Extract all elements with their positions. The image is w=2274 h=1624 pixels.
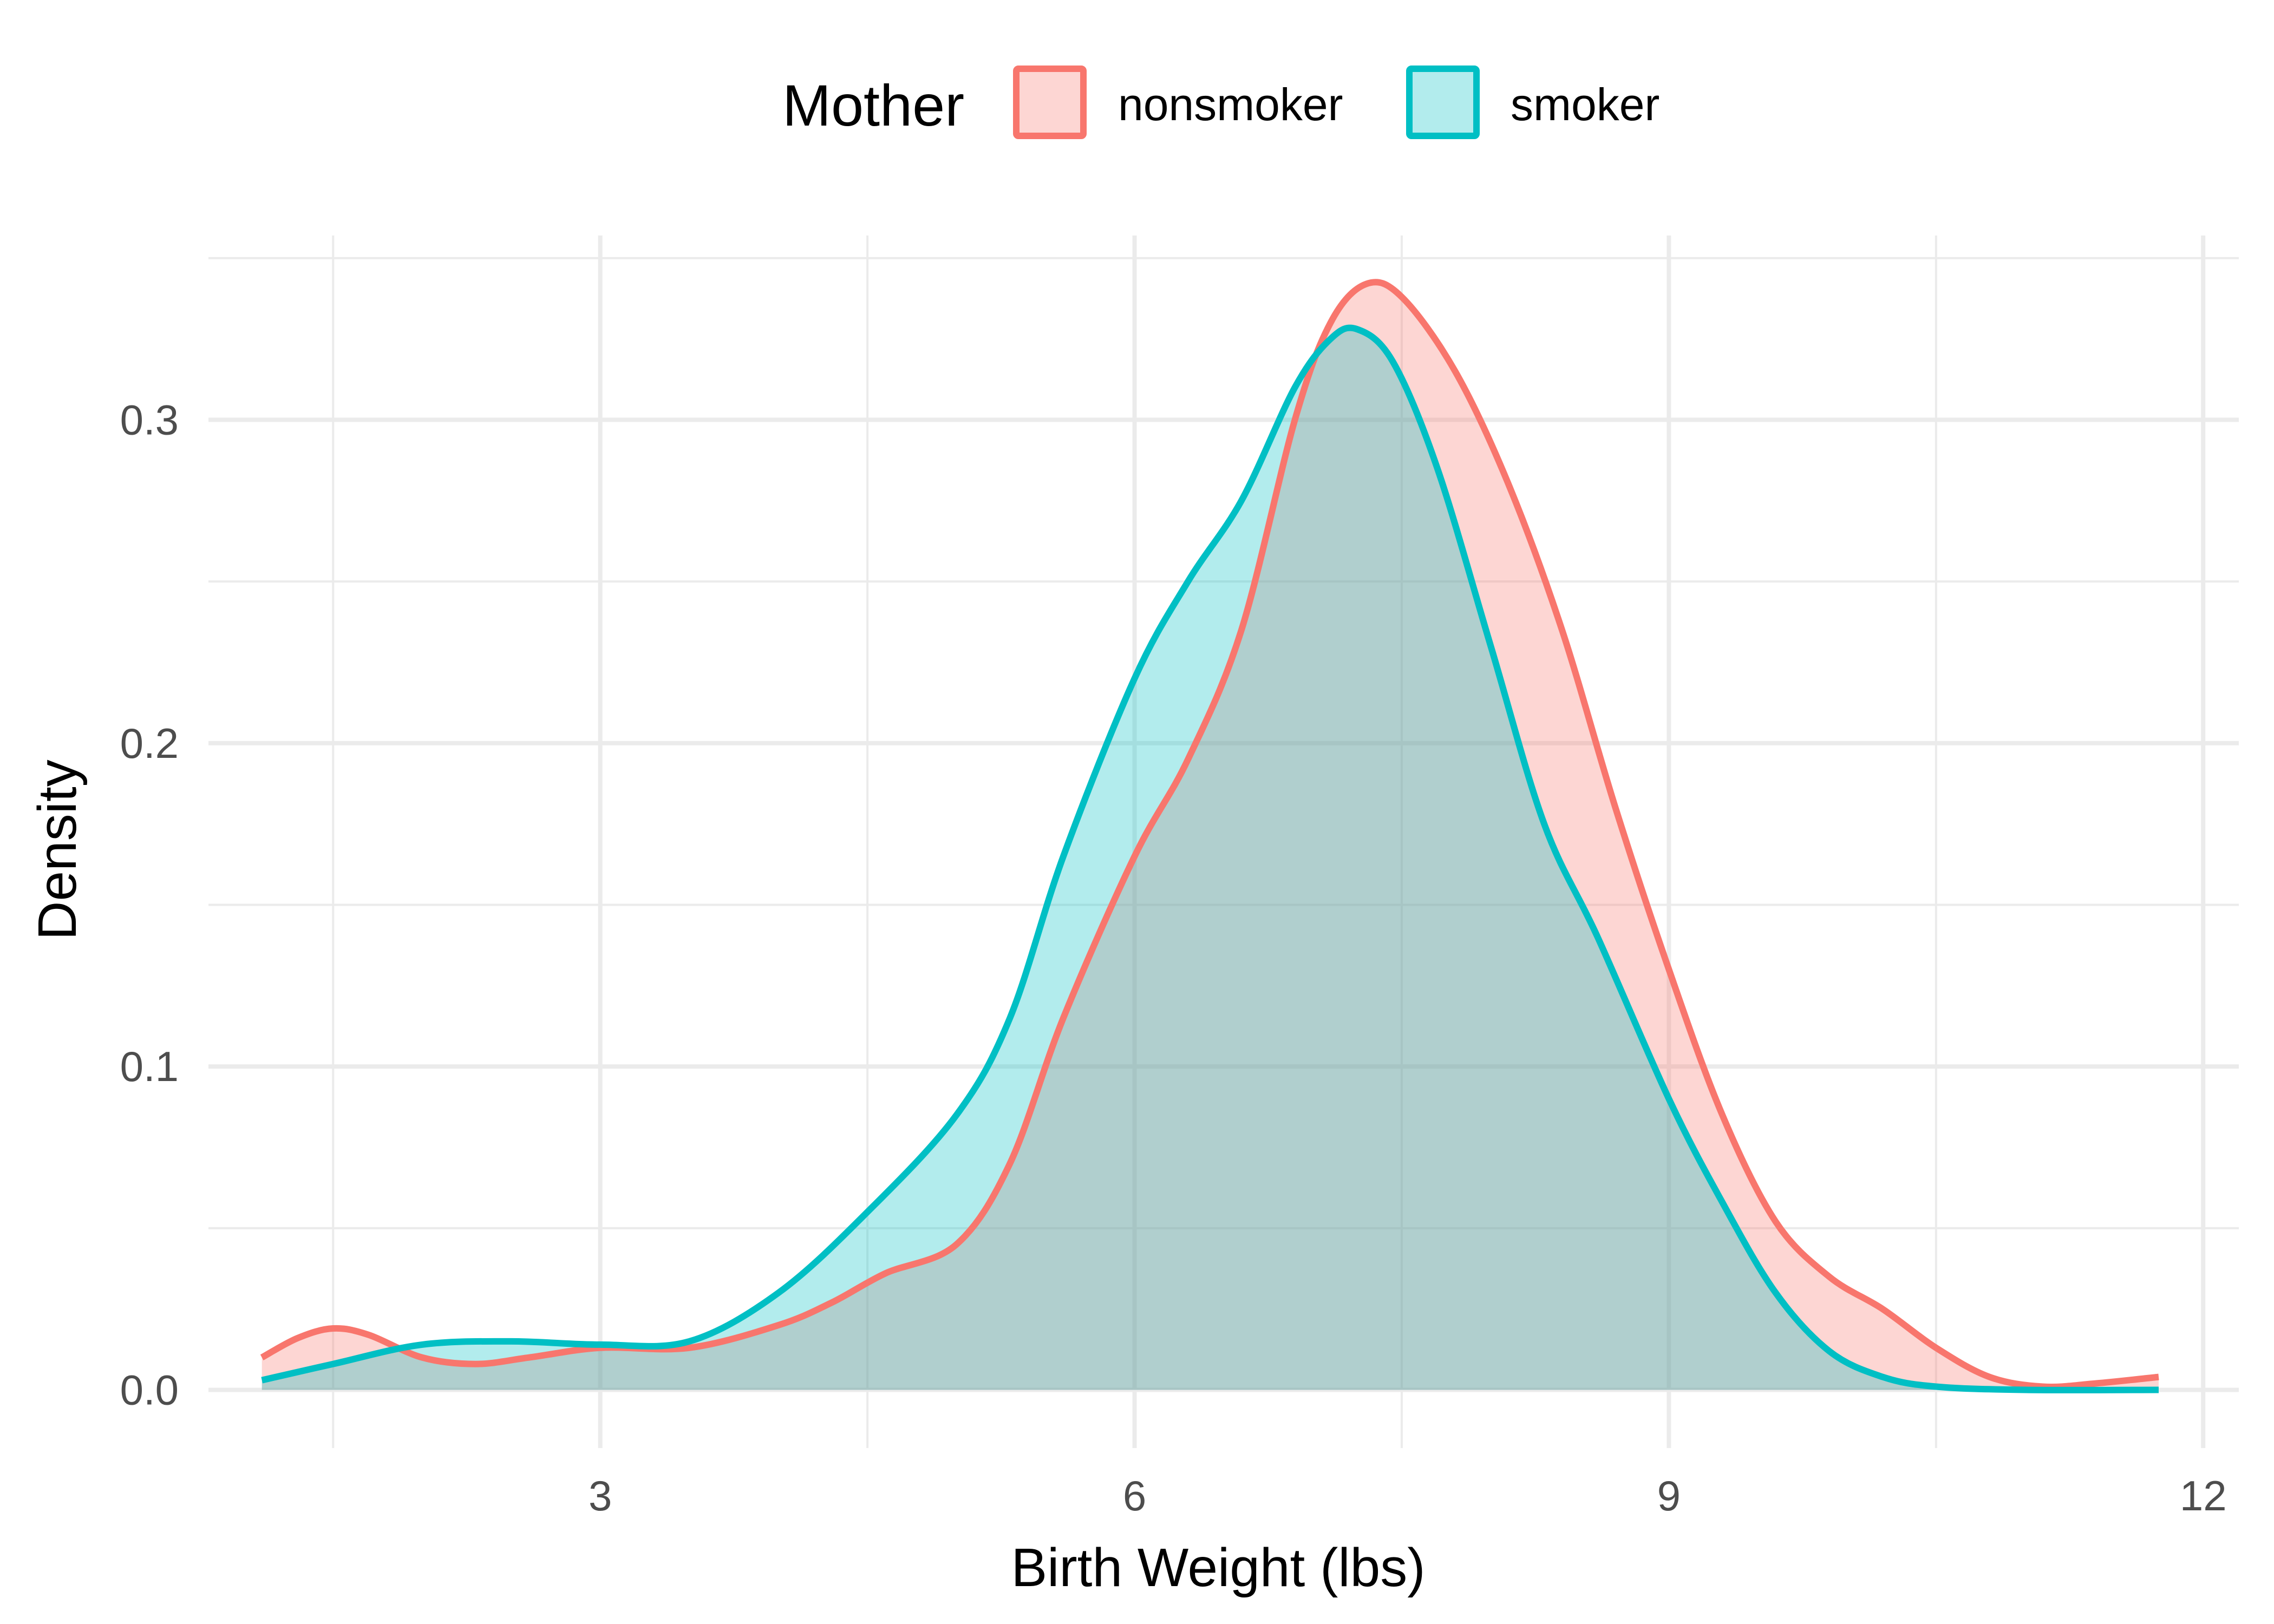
density-line-smoker: [261, 324, 2159, 1393]
legend-label-nonsmoker: nonsmoker: [1118, 79, 1343, 130]
x-axis-title: Birth Weight (lbs): [1011, 1537, 1425, 1598]
y-tick-label: 0.0: [120, 1366, 179, 1413]
legend-key-nonsmoker: [1013, 66, 1087, 139]
legend-key-smoker: [1406, 66, 1480, 139]
legend-label-smoker: smoker: [1511, 79, 1659, 130]
x-tick-label: 12: [2180, 1472, 2227, 1520]
density-areas: [262, 282, 2159, 1390]
y-tick-label: 0.1: [120, 1043, 179, 1090]
density-area-smoker: [262, 328, 2159, 1390]
density-lines: [260, 279, 2159, 1393]
minor-gridlines: [208, 235, 2239, 1448]
density-area-nonsmoker: [262, 282, 2159, 1390]
legend: Mother nonsmoker smoker: [782, 66, 1659, 139]
major-gridlines: [208, 235, 2239, 1448]
y-tick-label: 0.2: [120, 719, 179, 767]
x-tick-label: 9: [1657, 1472, 1681, 1520]
y-axis-title: Density: [27, 759, 88, 940]
x-tick-label: 6: [1123, 1472, 1146, 1520]
legend-title: Mother: [782, 73, 964, 138]
x-tick-labels: 3 6 9 12: [589, 1472, 2227, 1520]
x-tick-label: 3: [589, 1472, 612, 1520]
y-tick-label: 0.3: [120, 396, 179, 443]
y-tick-labels: 0.0 0.1 0.2 0.3: [120, 396, 179, 1413]
